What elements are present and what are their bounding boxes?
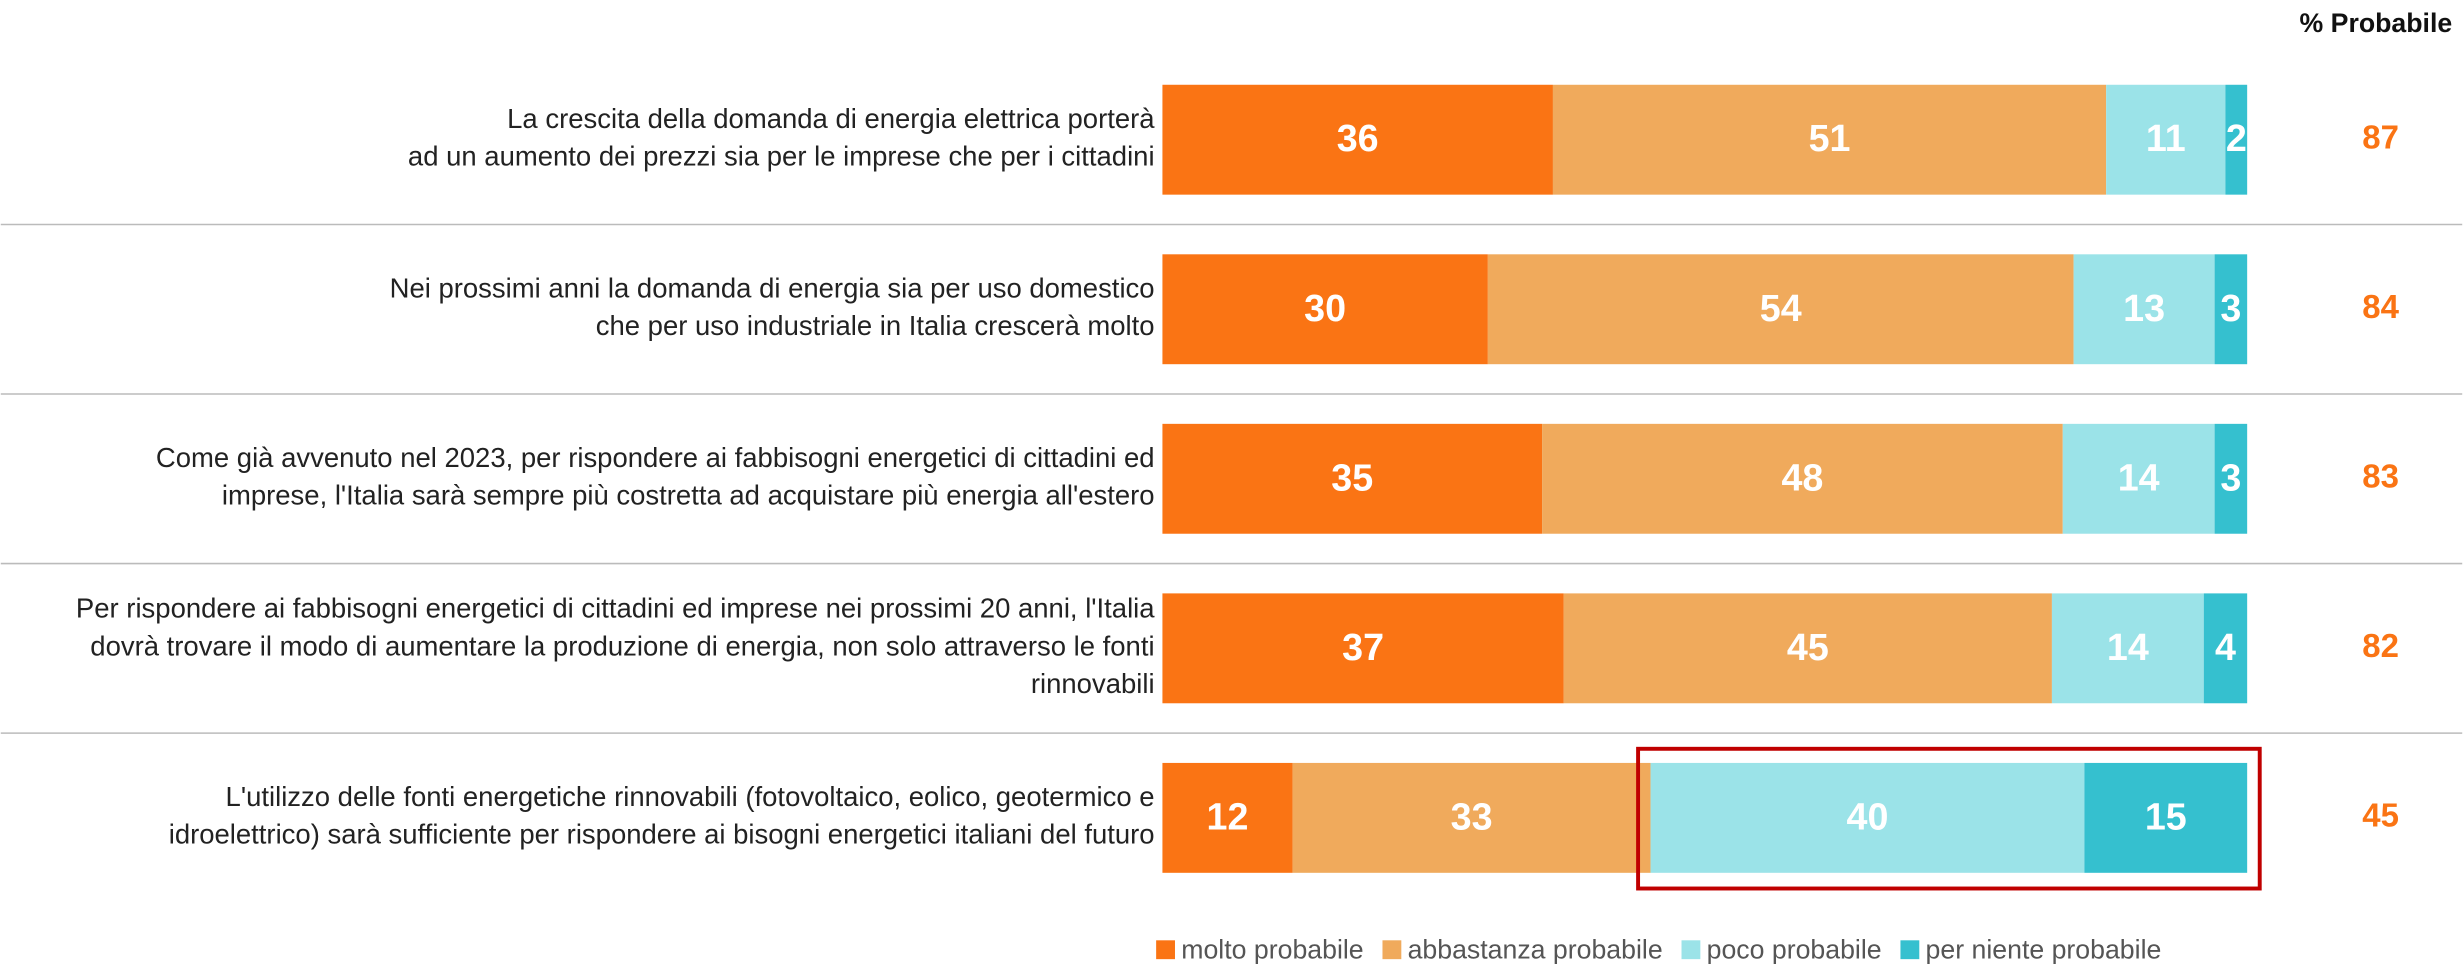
- value-label: 35: [1331, 456, 1373, 498]
- bar-segment: [1162, 254, 1488, 365]
- bar-segment: [1487, 254, 2074, 365]
- value-label: 15: [2145, 795, 2187, 837]
- legend-label: molto probabile: [1181, 934, 1363, 964]
- bar-segment: [2106, 84, 2226, 195]
- value-label: 37: [1342, 626, 1384, 668]
- category-label: La crescita della domanda di energia ele…: [408, 103, 1155, 172]
- category-label: Come già avvenuto nel 2023, per risponde…: [156, 442, 1155, 511]
- bar-segment: [2062, 423, 2215, 534]
- bar-segment: [2073, 254, 2215, 365]
- value-label: 36: [1337, 117, 1379, 159]
- bar-segment: [1650, 762, 2085, 873]
- value-label: 51: [1809, 117, 1851, 159]
- totals-title: % Probabile: [2300, 8, 2453, 38]
- value-label: 45: [1787, 626, 1829, 668]
- legend-label: abbastanza probabile: [1408, 934, 1663, 964]
- value-label: 11: [2146, 117, 2186, 159]
- legend-label: per niente probabile: [1926, 934, 2162, 964]
- bar-segment: [2084, 762, 2248, 873]
- bar-segment: [1552, 84, 2107, 195]
- legend-swatch: [1156, 940, 1175, 960]
- legend-swatch: [1382, 940, 1402, 960]
- bar-segment: [1542, 423, 2063, 534]
- bar-segment: [2051, 593, 2204, 704]
- value-label: 3: [2220, 287, 2241, 329]
- legend-swatch: [1900, 940, 1920, 960]
- value-label: 14: [2107, 626, 2149, 668]
- value-label: 4: [2215, 626, 2236, 668]
- total-value: 45: [2362, 797, 2399, 834]
- legend-swatch: [1681, 940, 1701, 960]
- plot: La crescita della domanda di energia ele…: [0, 84, 2463, 964]
- highlight-box: [1636, 746, 2262, 891]
- value-label: 40: [1847, 795, 1889, 837]
- bar-segment: [1292, 762, 1651, 873]
- bar-segment: [2203, 593, 2248, 704]
- bar-segment: [1162, 84, 1553, 195]
- bar-segment: [2214, 254, 2248, 365]
- value-label: 30: [1304, 287, 1346, 329]
- value-label: 13: [2123, 287, 2165, 329]
- legend-label: poco probabile: [1707, 934, 1882, 964]
- bar-segment: [1162, 423, 1543, 534]
- bar-segment: [1162, 593, 1564, 704]
- value-label: 14: [2118, 456, 2160, 498]
- category-label: Nei prossimi anni la domanda di energia …: [390, 273, 1155, 342]
- total-value: 82: [2362, 627, 2399, 664]
- value-label: 2: [2226, 117, 2247, 159]
- bar-segment: [1563, 593, 2052, 704]
- total-value: 84: [2362, 288, 2399, 325]
- value-label: 48: [1781, 456, 1823, 498]
- value-label: 54: [1760, 287, 1802, 329]
- total-value: 87: [2362, 118, 2399, 155]
- value-label: 12: [1207, 795, 1249, 837]
- value-label: 33: [1451, 795, 1493, 837]
- bar-segment: [2214, 423, 2248, 534]
- total-value: 83: [2362, 457, 2399, 494]
- bar-segment: [1162, 762, 1293, 873]
- value-label: 3: [2220, 456, 2241, 498]
- category-label: Per rispondere ai fabbisogni energetici …: [76, 593, 1155, 699]
- bar-segment: [2225, 84, 2248, 195]
- category-label: L'utilizzo delle fonti energetiche rinno…: [169, 781, 1155, 850]
